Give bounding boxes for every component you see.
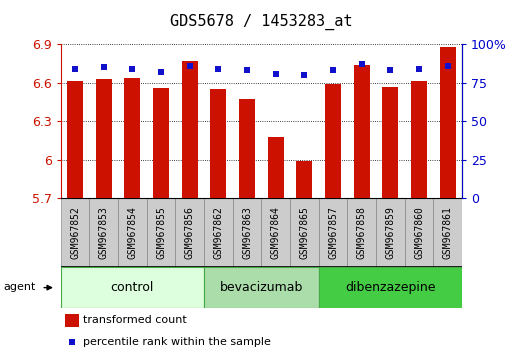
Text: GSM967861: GSM967861 bbox=[442, 206, 452, 259]
Point bbox=[386, 68, 394, 73]
Text: bevacizumab: bevacizumab bbox=[220, 281, 303, 294]
Bar bbox=[175, 198, 204, 267]
Text: GSM967858: GSM967858 bbox=[357, 206, 366, 259]
Text: agent: agent bbox=[3, 282, 35, 292]
Bar bbox=[319, 198, 347, 267]
Bar bbox=[61, 198, 89, 267]
Bar bbox=[354, 65, 370, 198]
Bar bbox=[297, 161, 312, 198]
Bar bbox=[347, 198, 376, 267]
Point bbox=[185, 63, 194, 69]
Bar bbox=[65, 314, 79, 327]
Bar bbox=[125, 78, 140, 198]
Point bbox=[415, 66, 423, 72]
Text: GSM967854: GSM967854 bbox=[127, 206, 137, 259]
Bar bbox=[325, 84, 341, 198]
Text: GSM967855: GSM967855 bbox=[156, 206, 166, 259]
Bar bbox=[182, 61, 197, 198]
Text: GSM967859: GSM967859 bbox=[385, 206, 395, 259]
Text: GDS5678 / 1453283_at: GDS5678 / 1453283_at bbox=[170, 14, 353, 30]
Bar bbox=[204, 198, 233, 267]
Point bbox=[71, 66, 79, 72]
Text: GSM967857: GSM967857 bbox=[328, 206, 338, 259]
Point bbox=[128, 66, 137, 72]
Bar bbox=[376, 198, 404, 267]
Bar bbox=[204, 267, 319, 308]
Text: GSM967862: GSM967862 bbox=[213, 206, 223, 259]
Point bbox=[300, 72, 308, 78]
Text: GSM967856: GSM967856 bbox=[185, 206, 195, 259]
Bar bbox=[239, 99, 255, 198]
Bar bbox=[211, 89, 226, 198]
Bar bbox=[96, 79, 111, 198]
Point bbox=[444, 63, 452, 69]
Bar bbox=[89, 198, 118, 267]
Bar bbox=[411, 81, 427, 198]
Text: GSM967865: GSM967865 bbox=[299, 206, 309, 259]
Bar bbox=[147, 198, 175, 267]
Point bbox=[271, 71, 280, 76]
Bar bbox=[290, 198, 319, 267]
Text: GSM967860: GSM967860 bbox=[414, 206, 424, 259]
Bar bbox=[118, 198, 147, 267]
Bar bbox=[233, 198, 261, 267]
Point bbox=[68, 340, 76, 346]
Text: GSM967852: GSM967852 bbox=[70, 206, 80, 259]
Text: transformed count: transformed count bbox=[83, 315, 186, 325]
Bar bbox=[382, 87, 398, 198]
Text: control: control bbox=[111, 281, 154, 294]
Text: GSM967853: GSM967853 bbox=[99, 206, 109, 259]
Point bbox=[243, 68, 251, 73]
Point bbox=[157, 69, 165, 75]
Bar bbox=[319, 267, 462, 308]
Bar bbox=[404, 198, 433, 267]
Point bbox=[329, 68, 337, 73]
Point bbox=[214, 66, 223, 72]
Text: dibenzazepine: dibenzazepine bbox=[345, 281, 436, 294]
Bar bbox=[268, 137, 284, 198]
Bar bbox=[153, 88, 169, 198]
Bar bbox=[440, 47, 456, 198]
Text: percentile rank within the sample: percentile rank within the sample bbox=[83, 337, 271, 348]
Bar bbox=[261, 198, 290, 267]
Bar bbox=[433, 198, 462, 267]
Text: GSM967863: GSM967863 bbox=[242, 206, 252, 259]
Bar bbox=[61, 267, 204, 308]
Point bbox=[357, 62, 366, 67]
Point bbox=[99, 64, 108, 70]
Text: GSM967864: GSM967864 bbox=[271, 206, 281, 259]
Bar bbox=[67, 81, 83, 198]
